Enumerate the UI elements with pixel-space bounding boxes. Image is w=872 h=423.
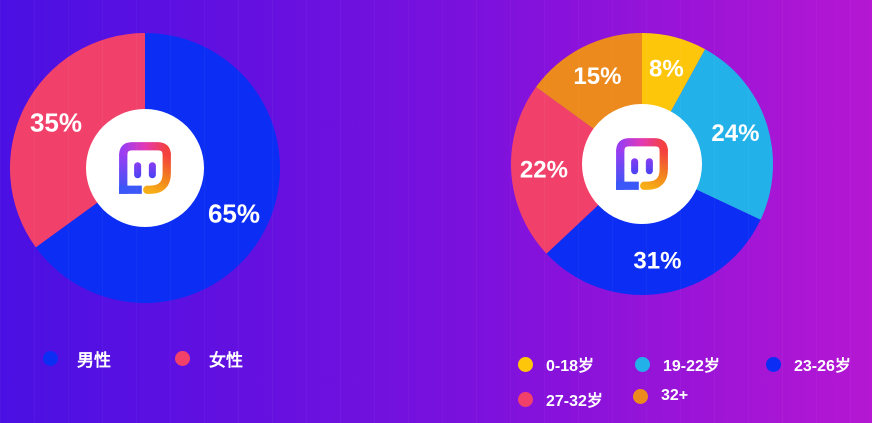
legend-dot-age-32plus xyxy=(633,388,648,404)
slice-labels: 8% 24% 31% 22% 15% xyxy=(520,55,760,274)
pie-slice-27-32岁 xyxy=(511,87,642,254)
legend-dot-age-23-26 xyxy=(766,356,781,372)
gender-pie-hole xyxy=(86,109,204,227)
slice-percent-label: 8% xyxy=(649,55,684,82)
pie-slice-女性 xyxy=(9,33,145,248)
legend-item-age-27-32: 27-32岁 xyxy=(518,387,603,411)
legend-dot-male xyxy=(43,351,58,366)
slice-percent-label: 22% xyxy=(520,157,568,184)
slice-percent-label: 31% xyxy=(633,248,681,275)
legend-label-age-0-18: 0-18岁 xyxy=(546,358,595,375)
slice-percent-label: 35% xyxy=(30,108,82,138)
legend-item-age-32plus: 32+ xyxy=(633,387,688,405)
legend-label-female: 女性 xyxy=(209,351,243,370)
legend-label-male: 男性 xyxy=(77,351,111,370)
slice-labels: 65% 35% xyxy=(30,108,260,229)
legend-item-male: 男性 xyxy=(43,346,111,371)
legend-dot-age-0-18 xyxy=(518,356,533,372)
pie-slice-23-26岁 xyxy=(546,164,761,295)
slice-percent-label: 65% xyxy=(208,198,260,228)
legend-dot-age-27-32 xyxy=(518,391,533,407)
slice-percent-label: 15% xyxy=(573,63,621,90)
legend-label-age-19-22: 19-22岁 xyxy=(663,358,720,375)
age-pie-hole xyxy=(582,104,702,224)
legend-label-age-27-32: 27-32岁 xyxy=(546,393,603,410)
legend-dot-age-19-22 xyxy=(635,356,650,372)
legend-item-age-19-22: 19-22岁 xyxy=(635,352,720,376)
legend-dot-female xyxy=(175,351,190,366)
slice-percent-label: 24% xyxy=(711,120,759,147)
legend-item-age-23-26: 23-26岁 xyxy=(766,352,851,376)
legend-label-age-23-26: 23-26岁 xyxy=(794,358,851,375)
legend-label-age-32plus: 32+ xyxy=(661,387,689,404)
legend-item-age-0-18: 0-18岁 xyxy=(518,352,594,376)
legend-item-female: 女性 xyxy=(175,346,243,371)
